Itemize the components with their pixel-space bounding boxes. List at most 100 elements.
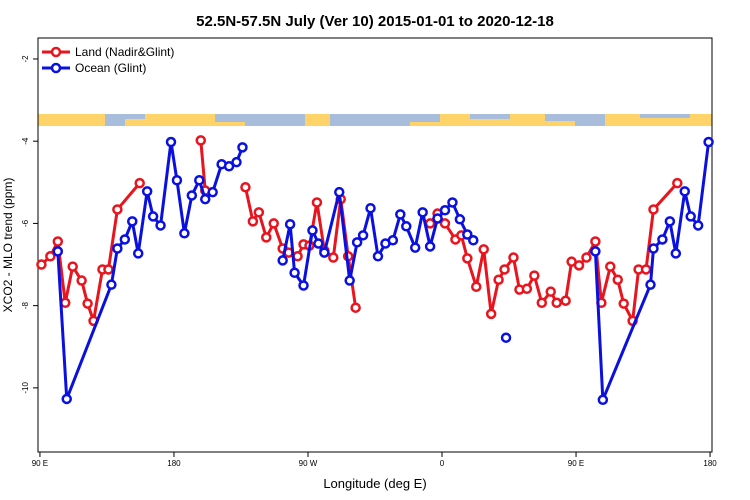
data-point xyxy=(344,275,355,286)
data-point xyxy=(645,279,656,290)
legend-label: Ocean (Glint) xyxy=(75,61,146,75)
data-point xyxy=(231,156,242,168)
data-point xyxy=(141,186,153,197)
data-point xyxy=(500,332,512,343)
y-tick-label: -8 xyxy=(21,302,30,310)
data-point xyxy=(253,207,265,218)
data-point xyxy=(103,264,114,275)
data-point xyxy=(134,177,145,189)
data-point xyxy=(409,242,421,253)
data-point xyxy=(45,251,56,262)
data-point xyxy=(551,297,562,309)
y-tick-label: -2 xyxy=(21,55,30,63)
data-point xyxy=(350,302,361,313)
data-point xyxy=(590,236,601,247)
data-point xyxy=(573,260,585,271)
data-point xyxy=(52,246,64,257)
data-point xyxy=(560,295,571,306)
data-point xyxy=(268,218,279,229)
data-point xyxy=(395,209,406,220)
data-point xyxy=(468,235,479,246)
data-point xyxy=(401,221,412,232)
data-point xyxy=(462,253,473,264)
data-point xyxy=(82,298,93,309)
data-point xyxy=(439,218,451,229)
data-point xyxy=(194,174,205,186)
data-point xyxy=(179,228,190,239)
data-point xyxy=(508,252,519,263)
data-point xyxy=(147,211,159,222)
x-tick-label: 180 xyxy=(167,459,181,468)
y-axis-title: XCO2 - MLO trend (ppm) xyxy=(1,178,15,313)
map-ocean xyxy=(105,114,690,126)
data-point xyxy=(132,248,144,259)
data-point xyxy=(478,244,489,255)
data-point xyxy=(311,197,323,208)
data-point xyxy=(387,235,399,246)
data-point xyxy=(597,394,609,406)
data-point xyxy=(351,237,363,248)
data-point xyxy=(240,181,251,193)
data-point xyxy=(223,161,235,172)
data-point xyxy=(106,279,117,290)
data-point xyxy=(112,243,123,254)
data-point xyxy=(648,204,659,215)
legend-entry: Ocean (Glint) xyxy=(42,61,146,75)
legend-entry: Land (Nadir&Glint) xyxy=(42,45,174,59)
data-point xyxy=(171,174,183,186)
y-tick-label: -6 xyxy=(21,219,30,227)
data-point xyxy=(289,267,300,279)
data-point xyxy=(247,216,259,227)
data-point xyxy=(432,213,443,224)
data-point xyxy=(237,142,248,153)
data-point xyxy=(334,186,345,198)
data-point xyxy=(493,274,504,285)
map-strip xyxy=(38,114,712,126)
data-point xyxy=(612,274,623,285)
data-point xyxy=(664,216,676,227)
data-point xyxy=(529,270,540,281)
data-point xyxy=(307,225,318,236)
data-point xyxy=(372,251,384,262)
data-point xyxy=(685,211,696,222)
data-point xyxy=(365,202,376,214)
legend-label: Land (Nadir&Glint) xyxy=(75,45,174,59)
data-point xyxy=(52,236,64,247)
data-point xyxy=(618,298,629,309)
data-point xyxy=(590,246,601,257)
data-point xyxy=(298,280,309,291)
series xyxy=(36,135,683,327)
data-point xyxy=(439,205,451,216)
data-point xyxy=(640,264,652,275)
data-point xyxy=(61,393,72,405)
data-point xyxy=(485,308,497,320)
data-point xyxy=(499,264,510,275)
x-tick-label: 0 xyxy=(440,459,445,468)
legend-marker xyxy=(50,62,62,74)
data-point xyxy=(261,232,272,243)
data-point xyxy=(454,214,466,225)
data-point xyxy=(471,281,482,292)
data-point xyxy=(284,218,296,230)
x-tick-label: 90 E xyxy=(32,459,48,468)
data-point xyxy=(703,136,714,148)
plot-frame xyxy=(37,37,713,453)
data-point xyxy=(67,261,78,272)
data-point xyxy=(319,247,330,258)
data-point xyxy=(447,197,458,208)
x-tick-label: 90 W xyxy=(299,459,318,468)
data-point xyxy=(195,135,207,146)
data-point xyxy=(545,286,556,297)
data-point xyxy=(424,241,436,252)
data-point xyxy=(648,243,659,254)
y-tick-label: -4 xyxy=(21,137,30,145)
data-point xyxy=(76,275,87,286)
chart-title: 52.5N-57.5N July (Ver 10) 2015-01-01 to … xyxy=(196,13,554,30)
data-point xyxy=(672,177,683,189)
data-point xyxy=(277,255,288,266)
data-point xyxy=(357,230,369,241)
x-tick-label: 90 E xyxy=(568,459,584,468)
